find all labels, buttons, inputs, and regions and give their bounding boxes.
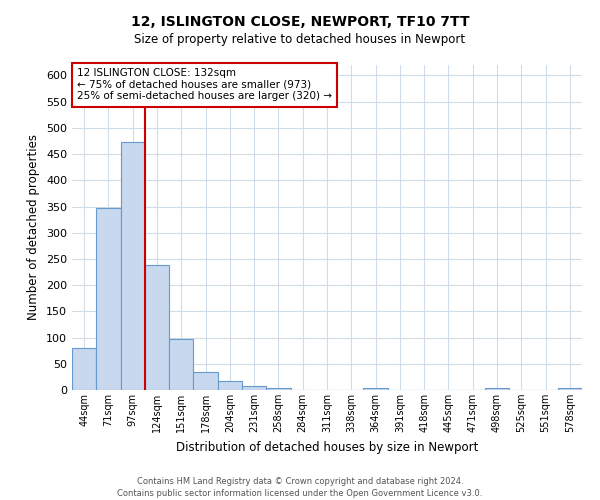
Bar (145, 265, 169, 390)
Bar (364, 388, 388, 390)
Bar (242, 386, 266, 390)
Bar (218, 380, 242, 390)
Bar (72, 348, 96, 390)
Text: Contains HM Land Registry data © Crown copyright and database right 2024.: Contains HM Land Registry data © Crown c… (137, 478, 463, 486)
Bar (193, 372, 218, 390)
Bar (266, 388, 290, 390)
X-axis label: Distribution of detached houses by size in Newport: Distribution of detached houses by size … (176, 440, 478, 454)
Text: 12 ISLINGTON CLOSE: 132sqm
← 75% of detached houses are smaller (973)
25% of sem: 12 ISLINGTON CLOSE: 132sqm ← 75% of deta… (77, 68, 332, 102)
Bar (169, 339, 193, 390)
Bar (96, 208, 121, 390)
Text: Size of property relative to detached houses in Newport: Size of property relative to detached ho… (134, 32, 466, 46)
Bar (558, 388, 582, 390)
Y-axis label: Number of detached properties: Number of detached properties (28, 134, 40, 320)
Bar (485, 388, 509, 390)
Text: 12, ISLINGTON CLOSE, NEWPORT, TF10 7TT: 12, ISLINGTON CLOSE, NEWPORT, TF10 7TT (131, 15, 469, 29)
Bar (121, 142, 145, 390)
Text: Contains public sector information licensed under the Open Government Licence v3: Contains public sector information licen… (118, 489, 482, 498)
